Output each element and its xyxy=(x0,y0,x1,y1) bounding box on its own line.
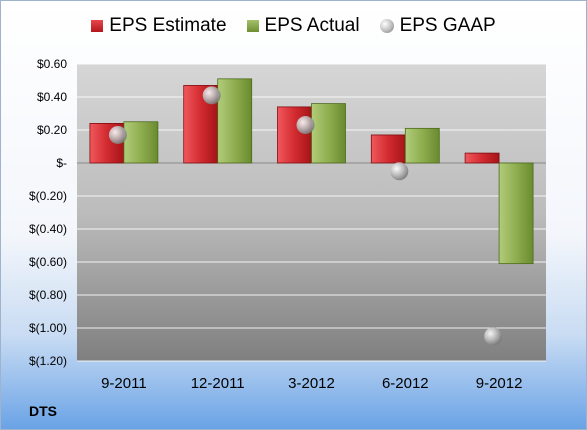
bar-eps-actual xyxy=(123,121,159,164)
y-tick-label: $(0.60) xyxy=(29,255,67,269)
legend-item-eps-actual: EPS Actual xyxy=(246,15,360,37)
point-eps-gaap xyxy=(202,86,221,105)
legend-item-eps-estimate: EPS Estimate xyxy=(91,15,227,37)
ticker-label: DTS xyxy=(29,403,57,419)
point-eps-gaap xyxy=(296,116,315,135)
y-tick-label: $0.60 xyxy=(37,57,67,71)
legend-swatch-eps-gaap xyxy=(379,19,394,33)
point-eps-gaap xyxy=(484,327,503,346)
x-tick-label: 12-2011 xyxy=(191,375,245,392)
bar-eps-actual xyxy=(498,162,534,265)
bar-eps-actual xyxy=(217,78,253,164)
y-tick-label: $(0.80) xyxy=(29,288,67,302)
y-tick-labels: $0.60 $0.40 $0.20 $- $(0.20) $(0.40) $(0.60) $(… xyxy=(29,57,67,368)
bar-eps-actual xyxy=(311,103,346,164)
y-tick-label: $0.20 xyxy=(37,123,67,137)
point-eps-gaap xyxy=(108,125,127,144)
y-tick-label: $- xyxy=(56,156,67,170)
y-tick-label: $(0.20) xyxy=(29,189,67,203)
y-tick-label: $(0.40) xyxy=(29,222,67,236)
x-tick-labels: 9-2011 12-2011 3-2012 6-2012 9-2012 xyxy=(101,375,522,392)
x-tick-label: 3-2012 xyxy=(288,375,335,392)
gaap-points xyxy=(108,86,503,346)
legend-item-eps-gaap: EPS GAAP xyxy=(379,15,496,37)
y-tick-label: $0.40 xyxy=(37,90,67,104)
legend-label-eps-estimate: EPS Estimate xyxy=(109,15,227,36)
y-tick-label: $(1.00) xyxy=(29,321,67,335)
bar-eps-actual xyxy=(404,127,440,164)
bar-eps-estimate xyxy=(277,106,312,164)
bar-eps-estimate xyxy=(370,134,406,164)
chart-legend: EPS Estimate EPS Actual EPS GAAP xyxy=(1,15,586,37)
legend-swatch-eps-estimate xyxy=(91,20,104,32)
legend-label-eps-actual: EPS Actual xyxy=(264,15,360,36)
bar-eps-estimate xyxy=(464,152,500,164)
legend-label-eps-gaap: EPS GAAP xyxy=(399,15,496,36)
x-tick-label: 9-2012 xyxy=(476,375,523,392)
bars xyxy=(89,78,534,265)
legend-swatch-eps-actual xyxy=(246,20,259,32)
x-tick-label: 6-2012 xyxy=(382,375,429,392)
point-eps-gaap xyxy=(390,162,409,181)
x-tick-label: 9-2011 xyxy=(101,375,147,392)
y-tick-label: $(1.20) xyxy=(29,354,67,368)
